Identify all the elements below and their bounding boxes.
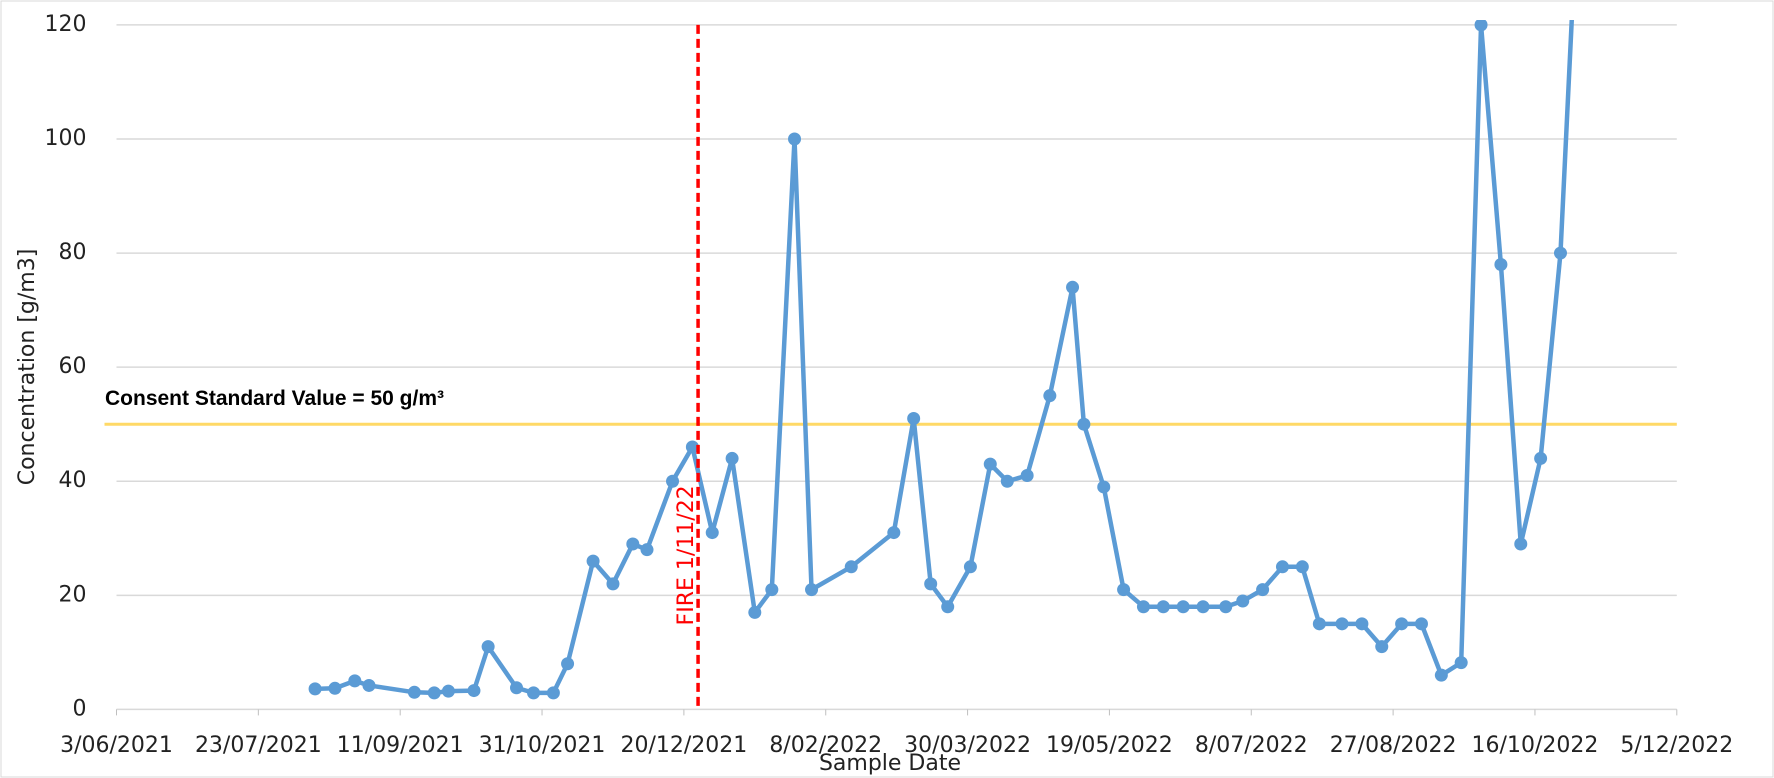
x-tick-label: 30/03/2022 bbox=[904, 733, 1031, 758]
data-point bbox=[765, 583, 779, 597]
y-tick-label: 60 bbox=[59, 354, 87, 379]
data-point bbox=[1256, 583, 1270, 597]
data-point bbox=[1414, 617, 1428, 631]
data-point bbox=[441, 684, 455, 698]
data-point bbox=[685, 440, 699, 454]
x-tick-label: 8/02/2022 bbox=[769, 733, 882, 758]
data-point bbox=[1474, 20, 1488, 32]
data-point bbox=[1395, 617, 1409, 631]
plot-area bbox=[308, 20, 1575, 700]
annotation-label: FIRE 1/11/22 bbox=[674, 485, 699, 625]
data-point bbox=[1275, 560, 1289, 574]
data-point bbox=[725, 451, 739, 465]
y-tick-label: 80 bbox=[59, 240, 87, 265]
data-point bbox=[1066, 280, 1080, 294]
data-point bbox=[1295, 560, 1309, 574]
y-tick-label: 100 bbox=[45, 126, 87, 151]
data-point bbox=[1553, 246, 1567, 260]
data-point bbox=[348, 674, 362, 688]
x-tick-label: 19/05/2022 bbox=[1046, 733, 1173, 758]
x-tick-label: 23/07/2021 bbox=[195, 733, 322, 758]
y-tick-label: 120 bbox=[45, 12, 87, 37]
data-point bbox=[510, 681, 524, 695]
data-point bbox=[481, 640, 495, 654]
data-point bbox=[308, 682, 322, 696]
data-point bbox=[1375, 640, 1389, 654]
data-point bbox=[626, 537, 640, 551]
data-point bbox=[844, 560, 858, 574]
data-point bbox=[666, 474, 680, 488]
x-tick-label: 20/12/2021 bbox=[620, 733, 747, 758]
data-point bbox=[748, 605, 762, 619]
data-point bbox=[1077, 417, 1091, 431]
data-point bbox=[1494, 257, 1508, 271]
y-tick-label: 40 bbox=[59, 468, 87, 493]
data-point bbox=[1156, 600, 1170, 614]
data-point bbox=[1043, 389, 1057, 403]
data-point bbox=[983, 457, 997, 471]
x-tick-label: 8/07/2022 bbox=[1195, 733, 1308, 758]
data-point bbox=[1000, 474, 1014, 488]
data-point bbox=[1335, 617, 1349, 631]
y-axis-title: Concentration [g/m3] bbox=[15, 249, 40, 486]
data-point bbox=[941, 600, 955, 614]
x-tick-label: 27/08/2022 bbox=[1330, 733, 1457, 758]
data-point bbox=[527, 686, 541, 700]
data-point bbox=[606, 577, 620, 591]
data-point bbox=[1219, 600, 1233, 614]
data-point bbox=[640, 543, 654, 557]
data-point bbox=[1196, 600, 1210, 614]
data-point bbox=[887, 526, 901, 540]
data-point bbox=[467, 684, 481, 698]
data-point bbox=[1117, 583, 1131, 597]
data-point bbox=[1136, 600, 1150, 614]
data-point bbox=[805, 583, 819, 597]
data-point bbox=[1534, 451, 1548, 465]
y-tick-label: 0 bbox=[73, 696, 87, 721]
y-tick-label: 20 bbox=[59, 582, 87, 607]
x-tick-label: 3/06/2021 bbox=[60, 733, 173, 758]
data-point bbox=[1514, 537, 1528, 551]
data-point bbox=[328, 681, 342, 695]
data-point bbox=[924, 577, 938, 591]
data-point bbox=[1236, 594, 1250, 608]
data-line bbox=[315, 20, 1575, 696]
data-point bbox=[546, 686, 560, 700]
data-point bbox=[1176, 600, 1190, 614]
data-point bbox=[1355, 617, 1369, 631]
x-tick-label: 16/10/2022 bbox=[1472, 733, 1599, 758]
x-tick-label: 5/12/2022 bbox=[1620, 733, 1733, 758]
data-point bbox=[561, 657, 575, 671]
data-point bbox=[362, 678, 376, 692]
data-point bbox=[586, 554, 600, 568]
data-point bbox=[705, 526, 719, 540]
data-point bbox=[1020, 469, 1034, 483]
threshold-label: Consent Standard Value = 50 g/m³ bbox=[105, 387, 445, 410]
data-point bbox=[963, 560, 977, 574]
data-point bbox=[1097, 480, 1111, 494]
data-point bbox=[907, 411, 921, 425]
data-point bbox=[407, 685, 421, 699]
x-tick-label: 11/09/2021 bbox=[337, 733, 464, 758]
data-point bbox=[1454, 656, 1468, 670]
data-point bbox=[427, 686, 441, 700]
data-point bbox=[1312, 617, 1326, 631]
data-point bbox=[788, 132, 802, 146]
x-tick-label: 31/10/2021 bbox=[479, 733, 606, 758]
x-axis-title: Sample Date bbox=[819, 751, 961, 776]
data-point bbox=[1434, 668, 1448, 682]
